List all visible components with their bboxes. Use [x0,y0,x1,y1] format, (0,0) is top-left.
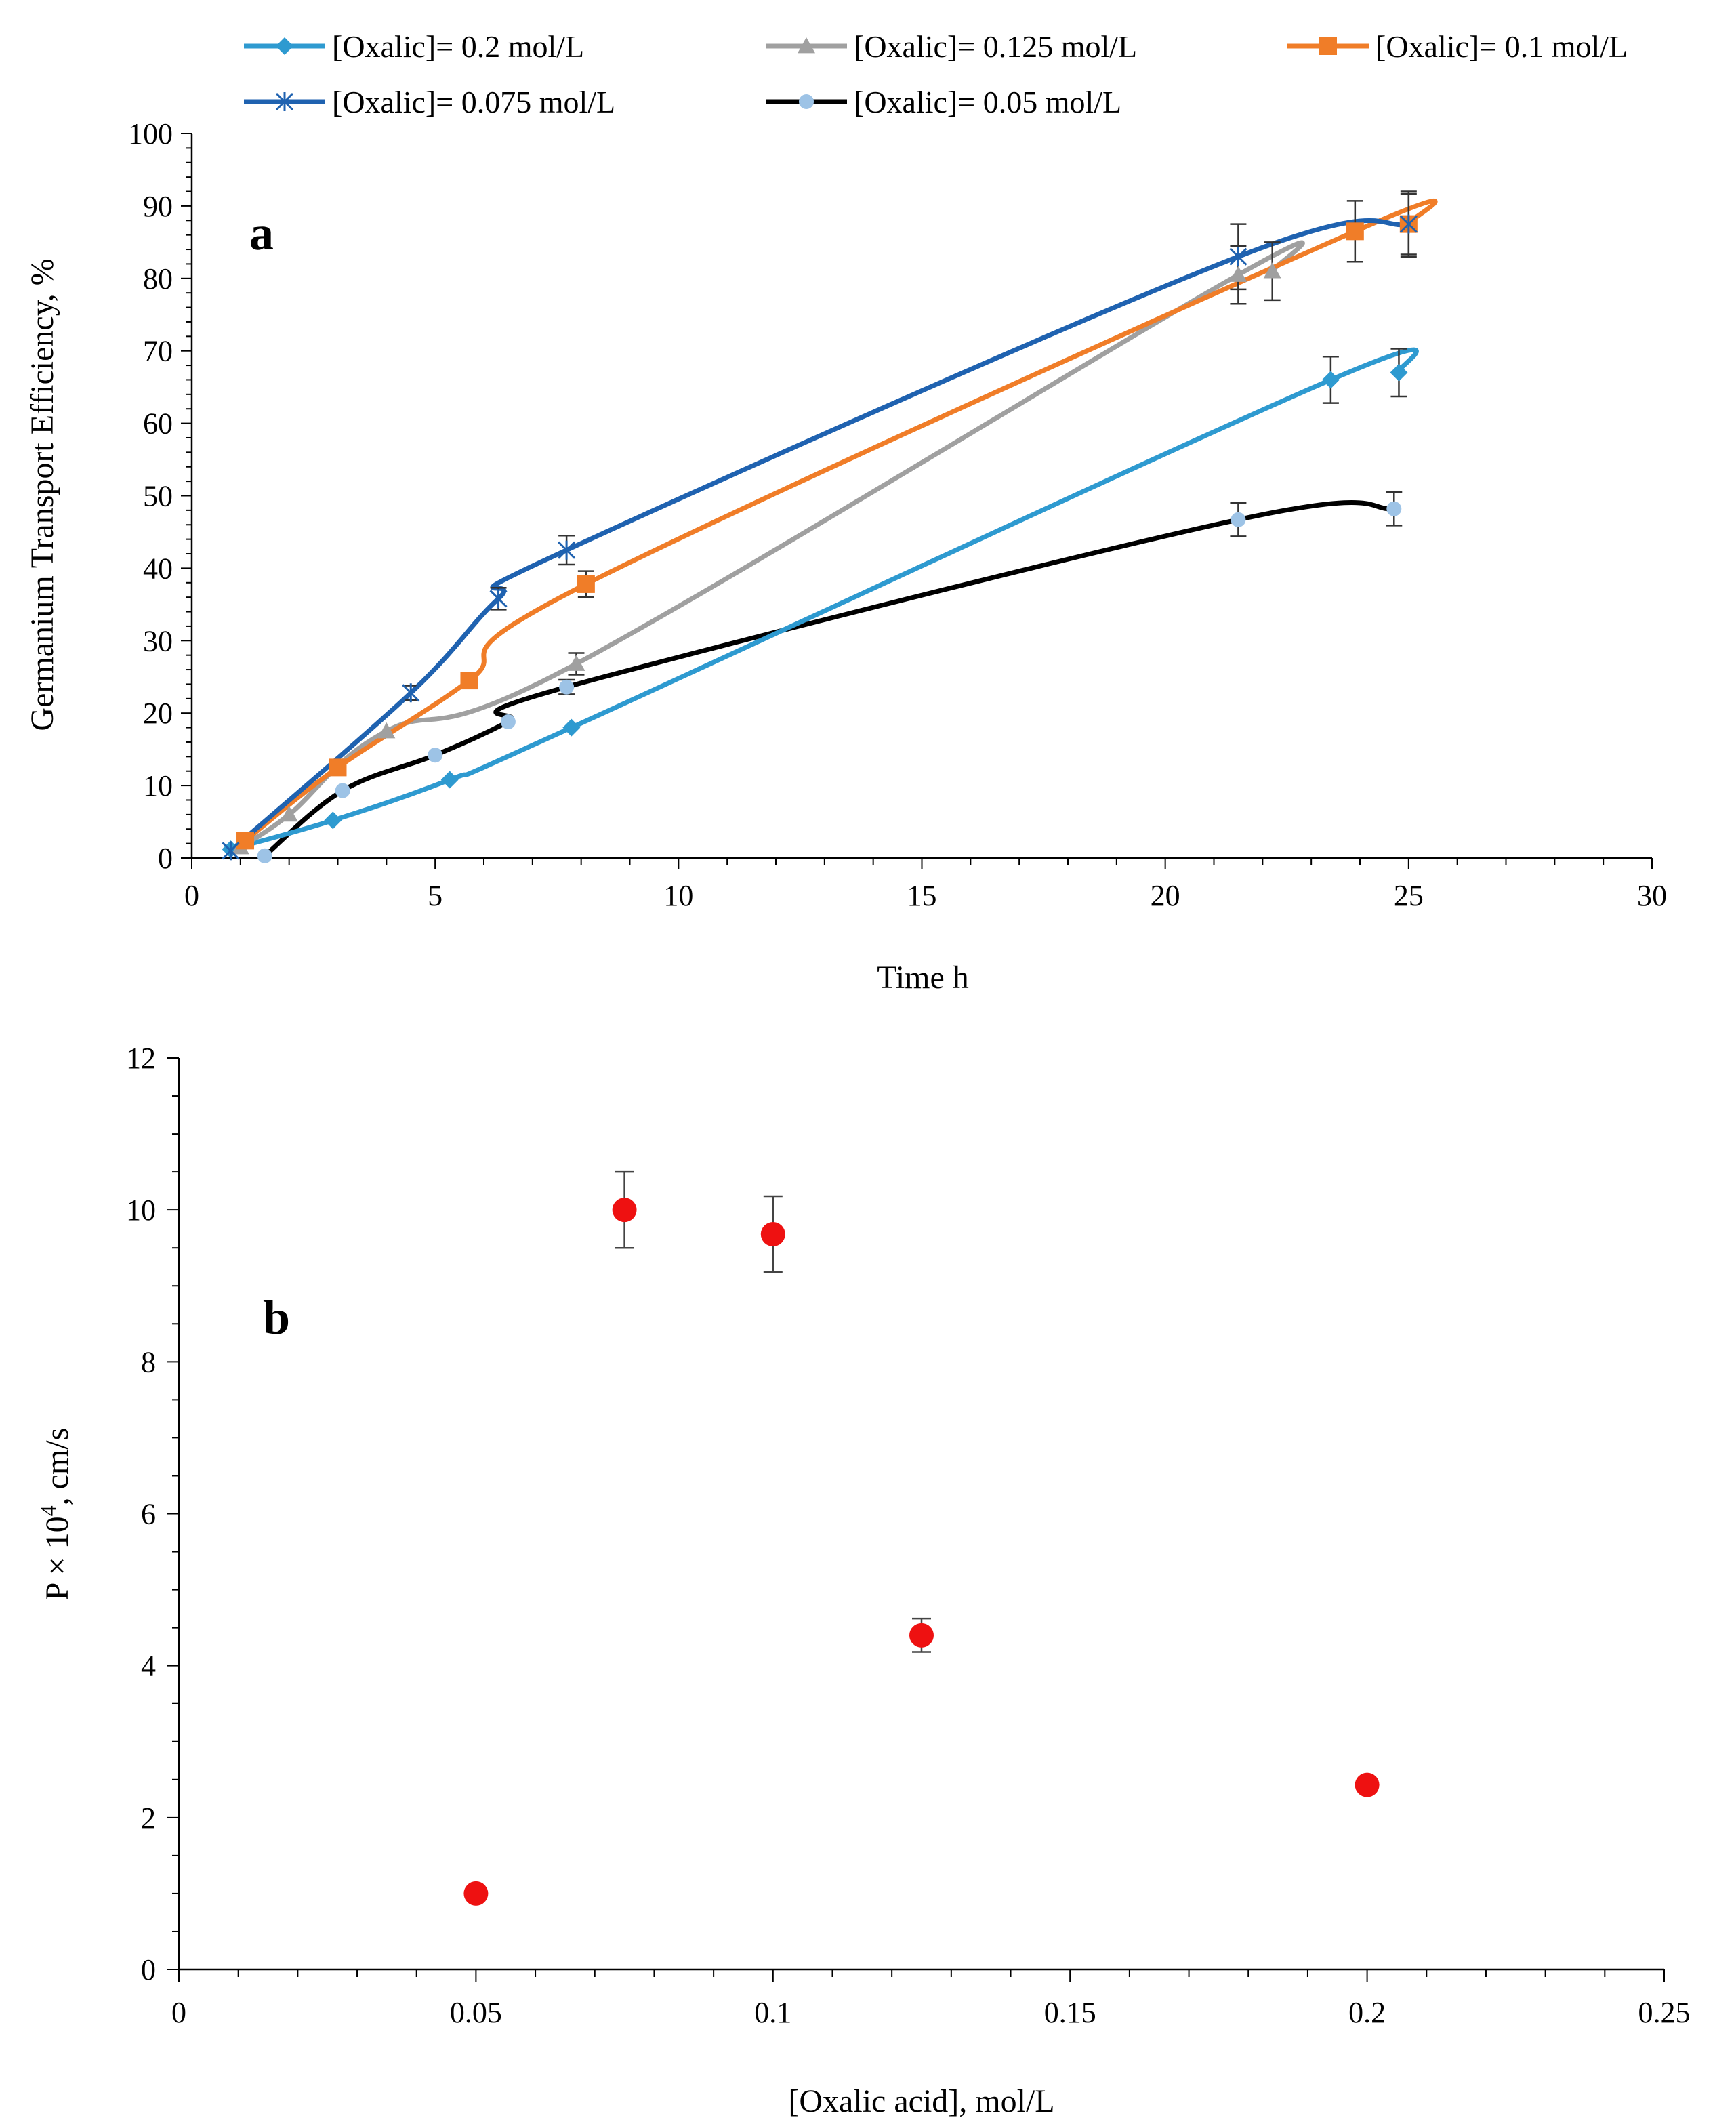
panel-a-y-tick-label: 60 [143,407,173,441]
series-line-1 [238,240,1305,850]
panel-b-y-tick-label: 0 [141,1953,156,1986]
data-point [236,832,255,850]
data-point [760,1222,785,1247]
panel-a-y-tick-label: 70 [143,335,173,368]
data-point [1346,222,1364,241]
legend-marker [276,37,293,55]
chart-panel-b: b 0 0.05 0.1 0.15 0.2 0.25 0 2 4 6 8 10 12 [Oxalic a… [36,1042,1691,2119]
data-point [463,1881,489,1906]
data-point [612,1198,637,1223]
panel-b-x-tick-label: 0.25 [1638,1996,1691,2029]
panel-b-y-tick-label: 2 [141,1801,156,1835]
panel-b-y-tick-label: 6 [141,1498,156,1531]
data-point [559,679,575,695]
panel-b-x-tick-label: 0.05 [450,1996,502,2029]
data-point [577,575,595,593]
data-point [1386,501,1402,516]
series-line-2 [243,198,1438,843]
data-point [500,714,516,730]
panel-b-y-tick-label: 4 [141,1650,156,1683]
panel-a-x-tick-label: 10 [663,879,693,912]
legend-marker [798,37,815,54]
legend-item: [Oxalic]= 0.075 mol/L [244,85,615,119]
panel-b-y-tick-label: 12 [126,1042,156,1075]
legend-item: [Oxalic]= 0.2 mol/L [244,29,584,64]
legend-marker [275,92,294,111]
data-point [489,589,508,609]
panel-a-x-tick-label: 0 [184,879,199,912]
panel-b-y-title-part2: , cm/s [39,1428,75,1506]
data-point [1390,363,1408,382]
panel-a-y-tick-label: 40 [143,552,173,585]
data-point [402,683,420,703]
panel-a-y-tick-label: 10 [143,769,173,802]
data-point [1399,214,1418,234]
legend-item: [Oxalic]= 0.1 mol/L [1287,29,1628,64]
panel-a-x-tick-label: 20 [1151,879,1180,912]
panel-a-y-tick-label: 20 [143,697,173,730]
panel-b-y-title-exponent: 4 [36,1505,60,1516]
legend: [Oxalic]= 0.2 mol/L [Oxalic]= 0.125 mol/L… [244,29,1628,119]
legend-label: [Oxalic]= 0.075 mol/L [332,85,615,119]
series-line-4 [262,500,1397,859]
data-point [558,540,576,560]
data-point [1229,266,1247,282]
panel-b-x-tick-label: 0 [171,1996,186,2029]
panel-b-x-tick-label: 0.15 [1044,1996,1096,2029]
panel-a-y-tick-label: 80 [143,262,173,295]
data-point [335,783,350,798]
panel-b-x-tick-label: 0.2 [1348,1996,1386,2029]
series-line-0 [228,347,1419,852]
data-point [562,718,581,737]
legend-marker [1319,37,1337,55]
panel-a-y-tick-label: 30 [143,624,173,657]
legend-label: [Oxalic]= 0.2 mol/L [332,29,584,64]
panel-b-y-axis-title: P × 104, cm/s [36,1428,75,1601]
panel-b-label: b [263,1290,290,1345]
data-point [222,841,240,861]
panel-a-y-tick-label: 0 [158,842,173,875]
data-point [1229,247,1247,266]
data-point [440,771,459,789]
legend-label: [Oxalic]= 0.125 mol/L [854,29,1137,64]
panel-a-y-axis-title: Germanium Transport Efficiency, % [24,258,60,731]
data-point [1263,262,1281,279]
panel-b-y-tick-label: 8 [141,1345,156,1378]
panel-b-x-axis-title: [Oxalic acid], mol/L [788,2083,1054,2119]
data-point [1321,371,1340,389]
legend-label: [Oxalic]= 0.1 mol/L [1376,29,1628,64]
panel-a-y-tick-label: 50 [143,480,173,513]
data-point [329,758,347,777]
panel-b-x-tick-label: 0.1 [754,1996,791,2029]
panel-a-label: a [249,206,274,260]
panel-a-x-tick-label: 15 [907,879,937,912]
data-point [324,811,342,830]
panel-a-x-axis-title: Time h [877,960,969,996]
data-point [257,848,272,863]
data-point [567,655,585,671]
panel-a-x-tick-label: 30 [1637,879,1667,912]
panel-a-y-tick-label: 100 [128,117,173,150]
data-point [1231,512,1246,527]
panel-a-x-tick-label: 5 [428,879,442,912]
legend-marker [799,94,814,109]
panel-a-x-tick-label: 25 [1394,879,1424,912]
legend-item: [Oxalic]= 0.05 mol/L [766,85,1121,119]
legend-label: [Oxalic]= 0.05 mol/L [854,85,1121,119]
data-point [1355,1772,1380,1797]
data-point [460,672,478,690]
data-point [280,805,298,822]
panel-b-y-tick-label: 10 [126,1193,156,1227]
data-point [909,1622,934,1648]
panel-b-y-title-part1: P × 10 [39,1516,75,1600]
chart-panel-a: a 0 5 10 15 20 25 30 0 10 20 30 40 50 60 70 80 90 100 Tim… [24,117,1667,996]
panel-a-y-tick-label: 90 [143,190,173,223]
legend-item: [Oxalic]= 0.125 mol/L [766,29,1137,64]
data-point [428,748,443,763]
data-point [377,722,396,739]
